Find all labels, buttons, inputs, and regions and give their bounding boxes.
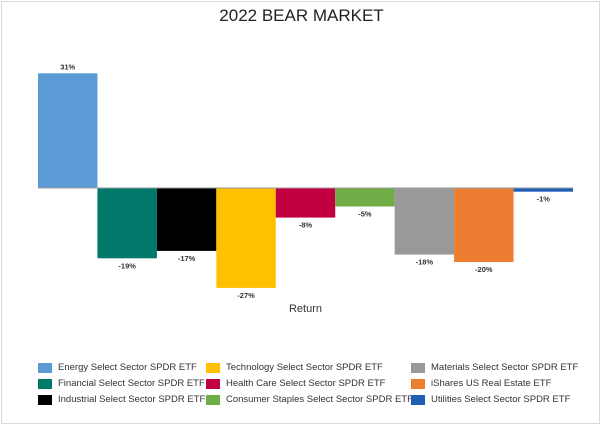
legend-label: Health Care Select Sector SPDR ETF bbox=[226, 378, 386, 389]
data-labels-group: 31% -19% -17% -27% -8% -5% -18% -20% -1% bbox=[60, 62, 550, 300]
legend-label: Utilities Select Sector SPDR ETF bbox=[431, 394, 571, 405]
legend-swatch bbox=[206, 394, 220, 405]
data-label-1: -19% bbox=[118, 261, 136, 270]
bar-2 bbox=[156, 188, 217, 251]
bar-1 bbox=[97, 188, 157, 259]
bar-8 bbox=[513, 188, 573, 192]
legend-label: iShares US Real Estate ETF bbox=[431, 378, 552, 389]
data-label-4: -8% bbox=[299, 221, 313, 230]
data-label-2: -17% bbox=[178, 254, 196, 263]
bar-5 bbox=[335, 188, 395, 207]
chart-title: 2022 BEAR MARKET bbox=[219, 6, 384, 25]
data-label-7: -20% bbox=[475, 265, 493, 274]
legend-item-5: iShares US Real Estate ETF bbox=[411, 378, 551, 389]
legend-item-4: Health Care Select Sector SPDR ETF bbox=[206, 378, 385, 389]
bar-6 bbox=[394, 188, 455, 255]
legend-swatch bbox=[411, 362, 425, 373]
legend-swatch bbox=[38, 394, 52, 405]
x-axis-label: Return bbox=[289, 303, 322, 315]
legend-item-8: Utilities Select Sector SPDR ETF bbox=[411, 394, 570, 405]
data-label-8: -1% bbox=[537, 195, 551, 204]
bars-group bbox=[38, 73, 573, 288]
legend-label: Consumer Staples Select Sector SPDR ETF bbox=[226, 394, 413, 405]
legend-swatch bbox=[206, 378, 220, 389]
legend-swatch bbox=[206, 362, 220, 373]
legend-swatch bbox=[411, 378, 425, 389]
data-label-5: -5% bbox=[358, 210, 372, 219]
legend-item-6: Industrial Select Sector SPDR ETF bbox=[38, 394, 205, 405]
data-label-6: -18% bbox=[416, 258, 434, 267]
legend-swatch bbox=[38, 362, 52, 373]
bar-3 bbox=[216, 188, 276, 288]
legend-swatch bbox=[411, 394, 425, 405]
data-label-0: 31% bbox=[60, 62, 75, 71]
legend-label: Technology Select Sector SPDR ETF bbox=[226, 362, 383, 373]
legend-label: Materials Select Sector SPDR ETF bbox=[431, 362, 579, 373]
bar-7 bbox=[454, 188, 514, 262]
legend-swatch bbox=[38, 378, 52, 389]
bar-4 bbox=[275, 188, 336, 218]
legend-item-0: Energy Select Sector SPDR ETF bbox=[38, 362, 197, 373]
legend-item-3: Financial Select Sector SPDR ETF bbox=[38, 378, 205, 389]
bar-0 bbox=[38, 73, 98, 188]
legend-item-1: Technology Select Sector SPDR ETF bbox=[206, 362, 383, 373]
legend-item-7: Consumer Staples Select Sector SPDR ETF bbox=[206, 394, 413, 405]
data-label-3: -27% bbox=[237, 291, 255, 300]
legend-item-2: Materials Select Sector SPDR ETF bbox=[411, 362, 578, 373]
legend-label: Industrial Select Sector SPDR ETF bbox=[58, 394, 206, 405]
legend-label: Energy Select Sector SPDR ETF bbox=[58, 362, 197, 373]
legend-label: Financial Select Sector SPDR ETF bbox=[58, 378, 205, 389]
